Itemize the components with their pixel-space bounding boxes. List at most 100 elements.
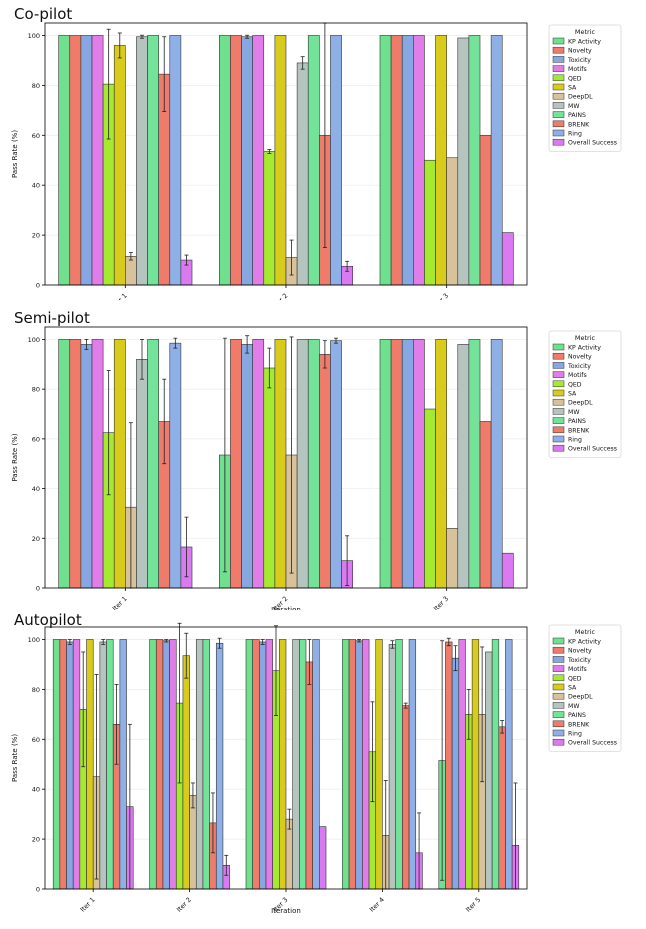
bar: [465, 714, 473, 890]
legend-label: BRENK: [568, 121, 590, 128]
bar: [292, 639, 300, 890]
legend-label: KP Activity: [568, 345, 601, 352]
bar: [307, 339, 320, 589]
y-tick-label: 0: [36, 282, 40, 290]
y-axis-label: Pass Rate (%): [11, 734, 19, 782]
legend-label: PAINS: [568, 418, 586, 425]
legend-label: BRENK: [568, 427, 590, 434]
bar: [362, 639, 370, 890]
y-tick-label: 40: [32, 182, 40, 190]
plot-frame: [44, 326, 528, 589]
bar: [252, 339, 265, 589]
bar: [80, 35, 93, 286]
legend-swatch: [552, 352, 565, 360]
legend-label: Overall Success: [568, 140, 617, 147]
legend-label: Overall Success: [568, 740, 617, 747]
bar: [501, 552, 514, 589]
bar: [119, 639, 127, 890]
legend-box: [548, 330, 622, 458]
bar: [348, 639, 357, 890]
bar: [457, 37, 470, 286]
bar: [274, 339, 287, 589]
bar: [52, 639, 61, 890]
bar: [498, 726, 506, 890]
bar: [230, 35, 242, 286]
legend-label: Toxicity: [567, 657, 591, 664]
bar: [479, 421, 492, 589]
legend-label: KP Activity: [568, 639, 601, 646]
bar: [263, 151, 276, 286]
legend-swatch: [552, 398, 565, 406]
panel-autopilot: Autopilot 0 20 40 60 80 100 Iter 1 Iter 2 Iter 3…: [0, 608, 646, 925]
legend-swatch: [552, 435, 565, 443]
legend-swatch: [552, 138, 565, 146]
legend-swatch: [552, 56, 565, 63]
bar: [505, 639, 513, 890]
bar: [413, 35, 425, 286]
bar: [230, 339, 242, 589]
x-tick-label: Iter 5: [464, 896, 482, 914]
bar: [162, 640, 170, 890]
legend-swatch: [552, 637, 565, 645]
bar: [312, 639, 320, 890]
bar: [408, 639, 417, 890]
legend-label: Toxicity: [567, 57, 591, 64]
legend-swatch: [552, 711, 565, 718]
bar: [401, 35, 414, 286]
legend-swatch: [552, 83, 565, 91]
bar: [490, 35, 503, 286]
bar: [390, 339, 403, 589]
bar: [445, 641, 453, 890]
bar: [195, 639, 204, 890]
bar: [285, 818, 293, 890]
bar: [458, 639, 466, 890]
legend-label: QED: [568, 75, 582, 82]
legend-label: Ring: [568, 437, 582, 444]
legend-swatch: [552, 389, 565, 397]
legend-label: SA: [568, 685, 577, 692]
x-axis-label: Iteration: [271, 907, 301, 915]
bar: [435, 339, 447, 589]
legend-title: Metric: [575, 628, 596, 636]
y-tick-label: 20: [32, 836, 40, 844]
legend-swatch: [552, 343, 565, 351]
y-tick-label: 60: [32, 736, 40, 744]
bar: [69, 35, 82, 286]
legend-swatch: [552, 74, 565, 82]
legend-label: QED: [568, 381, 582, 388]
bar: [501, 232, 514, 286]
bar: [296, 62, 309, 286]
bar: [113, 339, 126, 589]
x-tick-label: Iter 4: [368, 896, 386, 914]
legend-label: Ring: [568, 731, 582, 738]
legend-swatch: [552, 102, 565, 109]
legend-label: BRENK: [568, 721, 590, 728]
bar: [99, 641, 107, 890]
bar: [241, 344, 253, 589]
x-tick-label: Iter 1: [79, 896, 97, 914]
bar: [169, 639, 177, 890]
bar: [58, 339, 71, 589]
y-tick-label: 20: [32, 535, 40, 543]
x-tick-label: Iter 3: [432, 292, 450, 300]
bar: [319, 354, 331, 589]
bar: [219, 35, 231, 286]
bar: [169, 35, 182, 286]
bar: [86, 639, 94, 890]
legend-swatch: [552, 729, 565, 737]
legend-label: Toxicity: [567, 363, 591, 370]
legend-swatch: [552, 665, 565, 672]
bar: [424, 408, 436, 589]
bar: [424, 159, 436, 286]
bar: [479, 134, 492, 286]
legend-swatch: [552, 720, 565, 728]
x-tick-label: Iter 2: [175, 896, 193, 914]
bar: [125, 256, 137, 286]
y-tick-label: 20: [32, 232, 40, 240]
bar: [72, 639, 81, 890]
y-tick-label: 60: [32, 435, 40, 443]
legend-label: Novelty: [568, 48, 592, 55]
bar: [390, 35, 403, 286]
